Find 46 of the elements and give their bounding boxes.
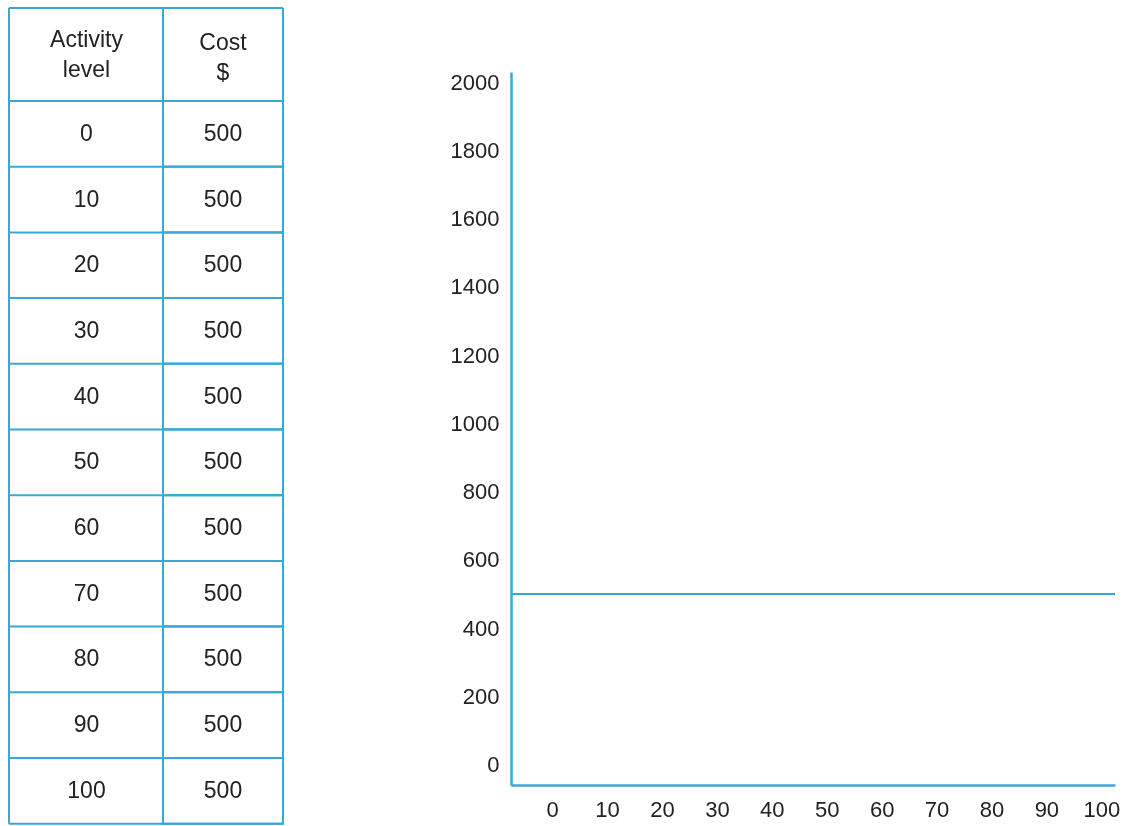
data-label: 500 (203, 316, 243, 343)
y-tick-label: 100 (67, 776, 106, 803)
data-label: 500 (203, 119, 243, 146)
y-tick-label: 40 (73, 382, 100, 409)
y-tick-label: 800 (462, 479, 500, 505)
x-tick-label: 30 (705, 796, 730, 822)
x-tick-label: 100 (1083, 796, 1121, 822)
y-tick-label: 600 (462, 547, 500, 573)
data-label: 500 (203, 185, 243, 212)
data-label: 500 (203, 382, 243, 409)
x-tick-label: 90 (1034, 796, 1060, 822)
y-tick-label: 400 (462, 615, 500, 641)
x-tick-label: 40 (760, 796, 785, 822)
y-tick-label: 50 (73, 448, 100, 475)
y-tick-label: 0 (80, 119, 93, 146)
y-tick-label: 1400 (450, 274, 500, 300)
y-tick-label: 20 (73, 251, 100, 278)
y-axis-title: Activity level (50, 26, 124, 82)
y-tick-label: 70 (73, 579, 100, 606)
data-label: 500 (203, 711, 243, 738)
x-tick-label: 10 (595, 796, 620, 822)
y-tick-label: 1000 (450, 410, 500, 436)
y-tick-label: 30 (73, 316, 100, 343)
data-label: 500 (203, 514, 243, 541)
data-label: 500 (203, 776, 243, 803)
y-tick-label: 200 (462, 683, 500, 709)
data-label: 500 (203, 448, 243, 475)
data-label: 500 (203, 645, 243, 672)
x-tick-label: Cost $ (199, 29, 248, 85)
data-label: 500 (203, 579, 243, 606)
y-tick-label: 10 (73, 185, 100, 212)
x-tick-label: 70 (924, 796, 950, 822)
x-tick-label: 60 (869, 796, 895, 822)
y-tick-label: 1800 (450, 137, 500, 163)
y-tick-label: 60 (73, 514, 100, 541)
y-tick-label: 2000 (450, 69, 500, 95)
x-tick-label: 80 (979, 796, 1005, 822)
y-tick-label: 80 (73, 645, 100, 672)
y-tick-label: 1600 (450, 206, 500, 232)
y-tick-label: 90 (73, 711, 100, 738)
x-tick-label: 50 (814, 796, 840, 822)
data-label: 500 (203, 251, 243, 278)
y-tick-label: 0 (487, 752, 500, 778)
x-tick-label: 20 (650, 796, 675, 822)
x-tick-label: 0 (546, 796, 559, 822)
y-tick-label: 1200 (450, 342, 500, 368)
